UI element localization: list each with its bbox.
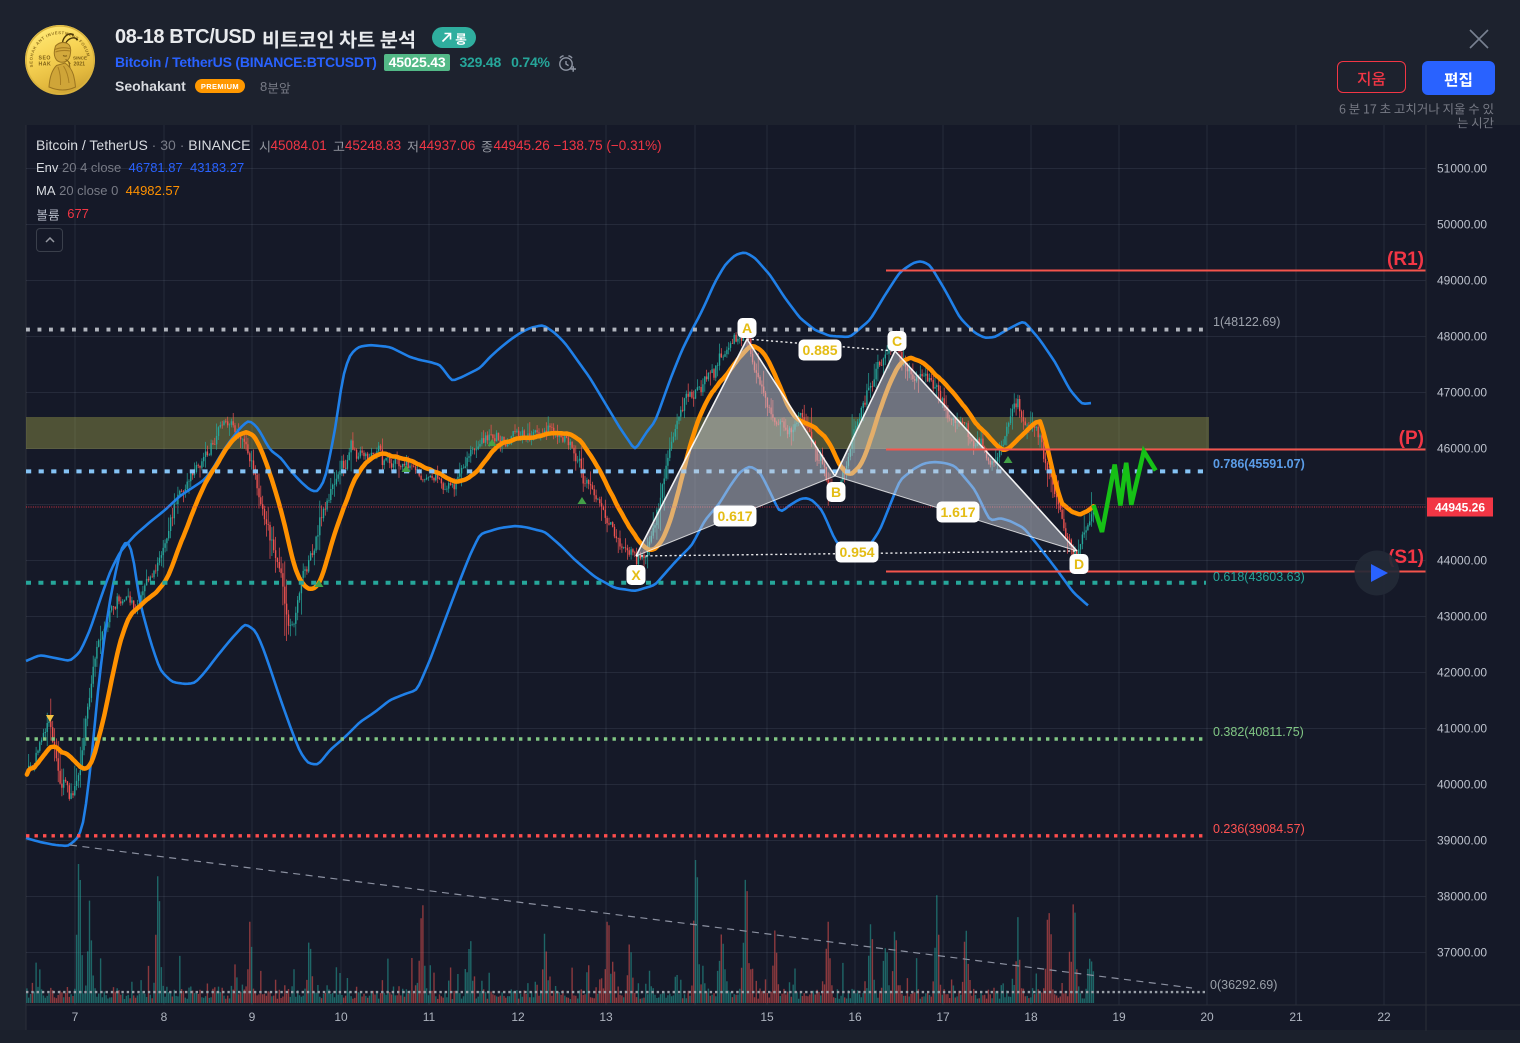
svg-text:43000.00: 43000.00 bbox=[1437, 610, 1487, 624]
svg-text:13: 13 bbox=[599, 1010, 613, 1024]
svg-text:51000.00: 51000.00 bbox=[1437, 162, 1487, 176]
svg-text:0(36292.69): 0(36292.69) bbox=[1210, 978, 1277, 992]
svg-text:0.382(40811.75): 0.382(40811.75) bbox=[1213, 725, 1304, 739]
svg-text:17: 17 bbox=[936, 1010, 950, 1024]
svg-text:37000.00: 37000.00 bbox=[1437, 946, 1487, 960]
svg-text:0.954: 0.954 bbox=[839, 544, 874, 560]
svg-text:15: 15 bbox=[760, 1010, 774, 1024]
svg-text:1(48122.69): 1(48122.69) bbox=[1213, 315, 1280, 329]
svg-text:10: 10 bbox=[334, 1010, 348, 1024]
svg-text:X: X bbox=[631, 567, 641, 583]
svg-text:22: 22 bbox=[1377, 1010, 1391, 1024]
svg-text:48000.00: 48000.00 bbox=[1437, 330, 1487, 344]
svg-text:C: C bbox=[892, 333, 902, 349]
svg-text:D: D bbox=[1074, 556, 1084, 572]
svg-text:11: 11 bbox=[423, 1010, 436, 1024]
svg-text:0.618(43603.63): 0.618(43603.63) bbox=[1213, 570, 1305, 584]
svg-text:12: 12 bbox=[511, 1010, 525, 1024]
svg-text:18: 18 bbox=[1024, 1010, 1038, 1024]
svg-text:SINCE: SINCE bbox=[73, 56, 87, 61]
svg-text:21: 21 bbox=[1289, 1010, 1303, 1024]
svg-text:50000.00: 50000.00 bbox=[1437, 218, 1487, 232]
svg-text:7: 7 bbox=[72, 1010, 79, 1024]
svg-text:38000.00: 38000.00 bbox=[1437, 890, 1487, 904]
svg-text:(S1): (S1) bbox=[1388, 547, 1424, 568]
svg-text:20: 20 bbox=[1200, 1010, 1214, 1024]
svg-text:1.617: 1.617 bbox=[940, 504, 975, 520]
svg-text:44000.00: 44000.00 bbox=[1437, 554, 1487, 568]
svg-text:0.885: 0.885 bbox=[802, 342, 837, 358]
svg-text:39000.00: 39000.00 bbox=[1437, 834, 1487, 848]
svg-text:A: A bbox=[742, 320, 752, 336]
svg-text:40000.00: 40000.00 bbox=[1437, 778, 1487, 792]
svg-text:B: B bbox=[831, 484, 841, 500]
svg-text:9: 9 bbox=[249, 1010, 256, 1024]
svg-text:49000.00: 49000.00 bbox=[1437, 274, 1487, 288]
svg-text:0.617: 0.617 bbox=[717, 508, 752, 524]
svg-text:0.236(39084.57): 0.236(39084.57) bbox=[1213, 822, 1305, 836]
svg-text:44945.26: 44945.26 bbox=[1435, 501, 1485, 515]
svg-text:19: 19 bbox=[1112, 1010, 1126, 1024]
svg-text:SEO: SEO bbox=[39, 56, 51, 62]
svg-text:0.786(45591.07): 0.786(45591.07) bbox=[1213, 457, 1305, 471]
svg-text:41000.00: 41000.00 bbox=[1437, 722, 1487, 736]
svg-text:(R1): (R1) bbox=[1387, 249, 1424, 270]
svg-text:8: 8 bbox=[161, 1010, 168, 1024]
svg-text:(P): (P) bbox=[1399, 428, 1424, 449]
svg-text:HAK: HAK bbox=[39, 62, 52, 68]
svg-text:47000.00: 47000.00 bbox=[1437, 386, 1487, 400]
svg-text:46000.00: 46000.00 bbox=[1437, 442, 1487, 456]
svg-text:16: 16 bbox=[848, 1010, 862, 1024]
svg-text:42000.00: 42000.00 bbox=[1437, 666, 1487, 680]
svg-text:2021: 2021 bbox=[74, 62, 86, 68]
